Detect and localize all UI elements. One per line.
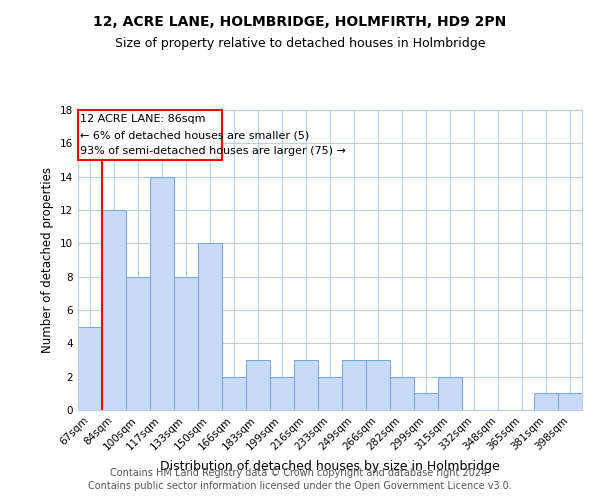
X-axis label: Distribution of detached houses by size in Holmbridge: Distribution of detached houses by size …: [160, 460, 500, 473]
Bar: [246, 360, 270, 410]
Bar: [390, 376, 414, 410]
Bar: [342, 360, 366, 410]
Bar: [78, 326, 102, 410]
Text: Contains public sector information licensed under the Open Government Licence v3: Contains public sector information licen…: [88, 481, 512, 491]
Bar: [222, 376, 246, 410]
Text: 93% of semi-detached houses are larger (75) →: 93% of semi-detached houses are larger (…: [80, 146, 346, 156]
Bar: [414, 394, 438, 410]
Text: ← 6% of detached houses are smaller (5): ← 6% of detached houses are smaller (5): [80, 130, 310, 140]
Text: 12 ACRE LANE: 86sqm: 12 ACRE LANE: 86sqm: [80, 114, 206, 124]
Bar: [534, 394, 558, 410]
Y-axis label: Number of detached properties: Number of detached properties: [41, 167, 55, 353]
Text: Size of property relative to detached houses in Holmbridge: Size of property relative to detached ho…: [115, 38, 485, 51]
Bar: [438, 376, 462, 410]
Bar: [294, 360, 318, 410]
Text: 12, ACRE LANE, HOLMBRIDGE, HOLMFIRTH, HD9 2PN: 12, ACRE LANE, HOLMBRIDGE, HOLMFIRTH, HD…: [94, 15, 506, 29]
Text: Contains HM Land Registry data © Crown copyright and database right 2024.: Contains HM Land Registry data © Crown c…: [110, 468, 490, 477]
Bar: [270, 376, 294, 410]
Bar: [198, 244, 222, 410]
Bar: [102, 210, 126, 410]
Bar: [174, 276, 198, 410]
FancyBboxPatch shape: [78, 110, 222, 160]
Bar: [558, 394, 582, 410]
Bar: [150, 176, 174, 410]
Bar: [318, 376, 342, 410]
Bar: [366, 360, 390, 410]
Bar: [126, 276, 150, 410]
